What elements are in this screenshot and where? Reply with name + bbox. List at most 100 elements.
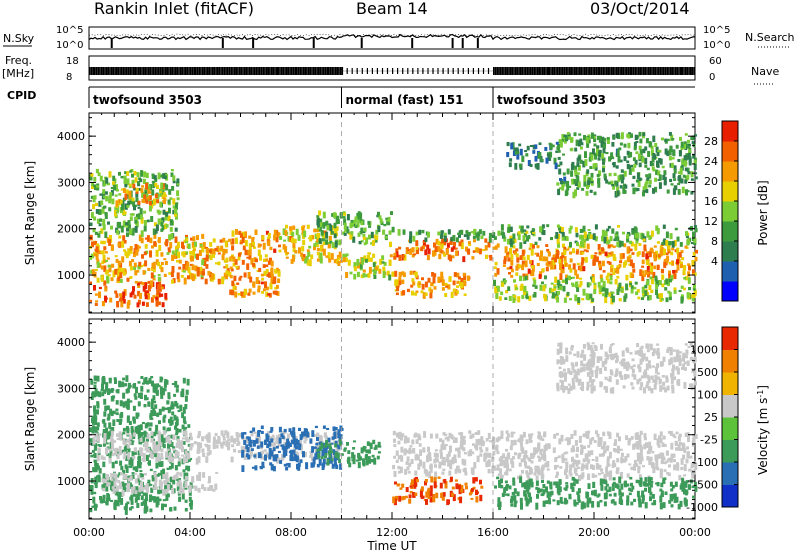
scatter-cell — [343, 447, 347, 450]
scatter-cell — [656, 264, 660, 270]
scatter-cell — [600, 140, 604, 148]
scatter-cell — [167, 484, 170, 491]
scatter-cell — [298, 427, 301, 431]
scatter-cell — [530, 265, 534, 269]
scatter-cell — [150, 417, 154, 420]
scatter-cell — [537, 155, 541, 159]
scatter-cell — [395, 248, 399, 252]
scatter-cell — [425, 499, 428, 505]
scatter-cell — [659, 468, 663, 475]
scatter-cell — [157, 489, 161, 494]
scatter-cell — [558, 168, 562, 175]
scatter-cell — [397, 229, 401, 236]
scatter-cell — [496, 268, 500, 275]
scatter-cell — [406, 456, 410, 462]
scatter-cell — [680, 166, 684, 169]
scatter-cell — [690, 136, 694, 141]
scatter-cell — [691, 141, 695, 144]
scatter-cell — [163, 480, 167, 484]
scatter-cell — [645, 442, 649, 448]
scatter-cell — [433, 452, 437, 458]
scatter-cell — [553, 264, 557, 270]
scatter-cell — [322, 248, 326, 256]
scatter-cell — [126, 302, 130, 309]
scatter-cell — [405, 487, 409, 493]
scatter-cell — [628, 254, 632, 258]
scatter-cell — [469, 434, 473, 439]
scatter-cell — [102, 189, 106, 195]
scatter-cell — [119, 200, 123, 204]
scatter-cell — [134, 216, 138, 224]
scatter-cell — [365, 454, 368, 459]
frequency-mark — [213, 67, 216, 75]
scatter-cell — [189, 457, 193, 461]
scatter-cell — [383, 223, 387, 227]
scatter-cell — [182, 430, 186, 436]
frequency-mark — [498, 67, 500, 75]
scatter-cell — [89, 508, 93, 513]
scatter-cell — [597, 441, 601, 447]
scatter-cell — [514, 151, 518, 155]
scatter-cell — [111, 486, 115, 490]
scatter-cell — [468, 492, 472, 496]
scatter-cell — [255, 258, 258, 263]
scatter-cell — [325, 445, 329, 449]
scatter-cell — [112, 410, 116, 415]
scatter-cell — [464, 471, 468, 476]
scatter-cell — [569, 251, 572, 255]
scatter-cell — [616, 149, 620, 157]
scatter-cell — [172, 448, 176, 451]
scatter-cell — [602, 293, 606, 297]
scatter-cell — [645, 174, 649, 178]
scatter-cell — [628, 438, 632, 442]
scatter-cell — [616, 189, 620, 197]
scatter-cell — [131, 474, 135, 479]
scatter-cell — [272, 465, 276, 472]
frequency-mark — [206, 67, 209, 75]
scatter-cell — [173, 393, 177, 397]
scatter-cell — [425, 469, 429, 477]
scatter-cell — [306, 434, 310, 437]
scatter-cell — [146, 219, 150, 223]
scatter-cell — [378, 445, 382, 448]
scatter-cell — [217, 261, 221, 266]
scatter-cell — [102, 496, 106, 503]
scatter-cell — [630, 285, 634, 290]
scatter-cell — [608, 474, 612, 481]
scatter-cell — [439, 482, 443, 489]
scatter-cell — [575, 472, 579, 476]
frequency-mark — [146, 67, 148, 75]
scatter-cell — [393, 438, 396, 443]
scatter-cell — [123, 211, 127, 215]
scatter-cell — [100, 240, 104, 245]
scatter-cell — [592, 233, 596, 240]
scatter-cell — [386, 270, 390, 276]
scatter-cell — [502, 264, 506, 267]
frequency-mark — [129, 67, 131, 75]
scatter-cell — [271, 434, 275, 441]
scatter-cell — [637, 251, 641, 255]
scatter-cell — [525, 439, 529, 445]
scatter-cell — [563, 134, 567, 138]
scatter-cell — [302, 239, 306, 245]
scatter-cell — [396, 285, 400, 292]
scatter-cell — [388, 230, 392, 235]
scatter-cell — [561, 184, 565, 191]
scatter-cell — [130, 486, 134, 494]
scatter-cell — [361, 257, 365, 265]
scatter-cell — [678, 475, 682, 481]
frequency-mark — [472, 68, 474, 74]
scatter-cell — [116, 474, 120, 478]
scatter-cell — [554, 457, 558, 463]
scatter-cell — [158, 244, 162, 251]
scatter-cell — [131, 451, 135, 457]
scatter-cell — [433, 477, 437, 483]
scatter-cell — [466, 233, 470, 240]
scatter-cell — [139, 208, 143, 215]
scatter-cell — [152, 198, 156, 206]
scatter-cell — [353, 219, 357, 227]
scatter-cell — [326, 458, 330, 466]
scatter-cell — [443, 479, 447, 484]
scatter-cell — [686, 190, 690, 193]
scatter-cell — [620, 457, 624, 464]
